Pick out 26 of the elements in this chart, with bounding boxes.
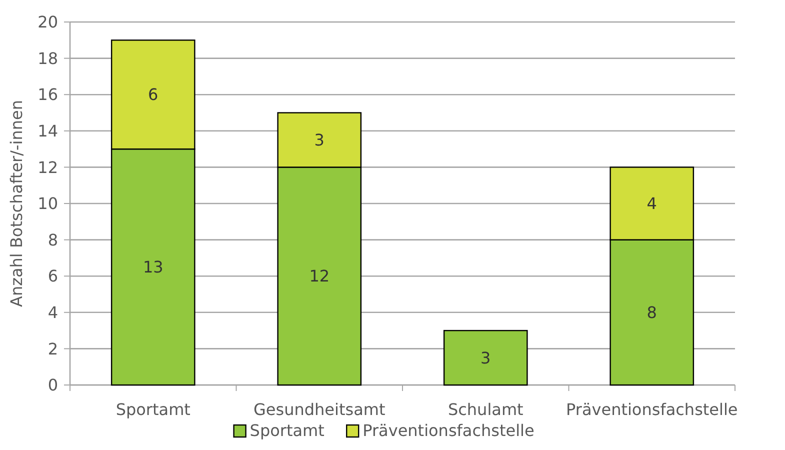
y-tick-label: 16 (38, 85, 58, 104)
data-label: 3 (480, 348, 491, 368)
y-tick-label: 18 (38, 48, 58, 68)
y-tick-label: 4 (48, 303, 58, 322)
data-label: 6 (148, 85, 158, 104)
data-label: 8 (646, 303, 657, 322)
y-tick-label: 0 (48, 376, 58, 395)
bar (443, 330, 528, 386)
y-tick-label: 12 (38, 158, 58, 177)
y-tick-label: 20 (38, 12, 58, 32)
y-axis-title: Anzahl Botschafter/-innen (7, 100, 26, 307)
y-tick-label: 8 (48, 230, 58, 250)
y-tick-label: 14 (38, 122, 58, 140)
legend-label: Präventionsfachstelle (362, 421, 534, 440)
data-label: 13 (142, 258, 164, 277)
x-tick-label: Sportamt (116, 400, 190, 419)
legend-label: Sportamt (250, 421, 324, 440)
data-label: 4 (646, 194, 657, 214)
data-label: 3 (314, 130, 324, 150)
y-tick-label: 6 (48, 266, 58, 286)
y-tick-label: 10 (38, 194, 58, 214)
y-tick-label: 2 (48, 339, 58, 358)
x-tick-label: Schulamt (448, 400, 524, 419)
data-label: 12 (309, 266, 330, 286)
x-tick-label: Gesundheitsamt (254, 400, 386, 419)
x-tick-label: Präventionsfachstelle (566, 400, 738, 419)
